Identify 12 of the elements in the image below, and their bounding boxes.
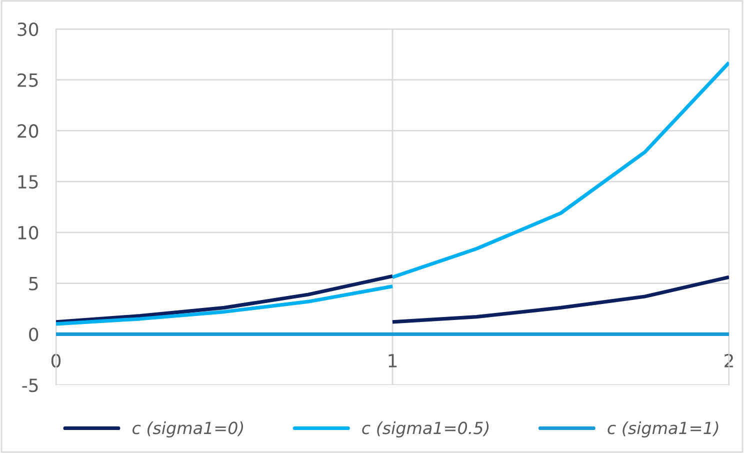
x-tick-label: 1 [388, 354, 397, 368]
y-tick-label: -5 [22, 378, 38, 392]
legend-label: c (sigma1=0.5) [362, 421, 489, 438]
y-tick-label: 0 [29, 328, 38, 342]
y-tick-label: 10 [18, 226, 38, 240]
y-tick-label: 15 [18, 175, 38, 189]
y-tick-label: 20 [18, 124, 38, 138]
y-tick-label: 30 [18, 22, 38, 36]
legend-label: c (sigma1=0) [132, 421, 244, 438]
y-tick-label: 5 [29, 276, 38, 290]
legend-label: c (sigma1=1) [608, 421, 718, 438]
y-tick-label: 25 [18, 73, 38, 87]
